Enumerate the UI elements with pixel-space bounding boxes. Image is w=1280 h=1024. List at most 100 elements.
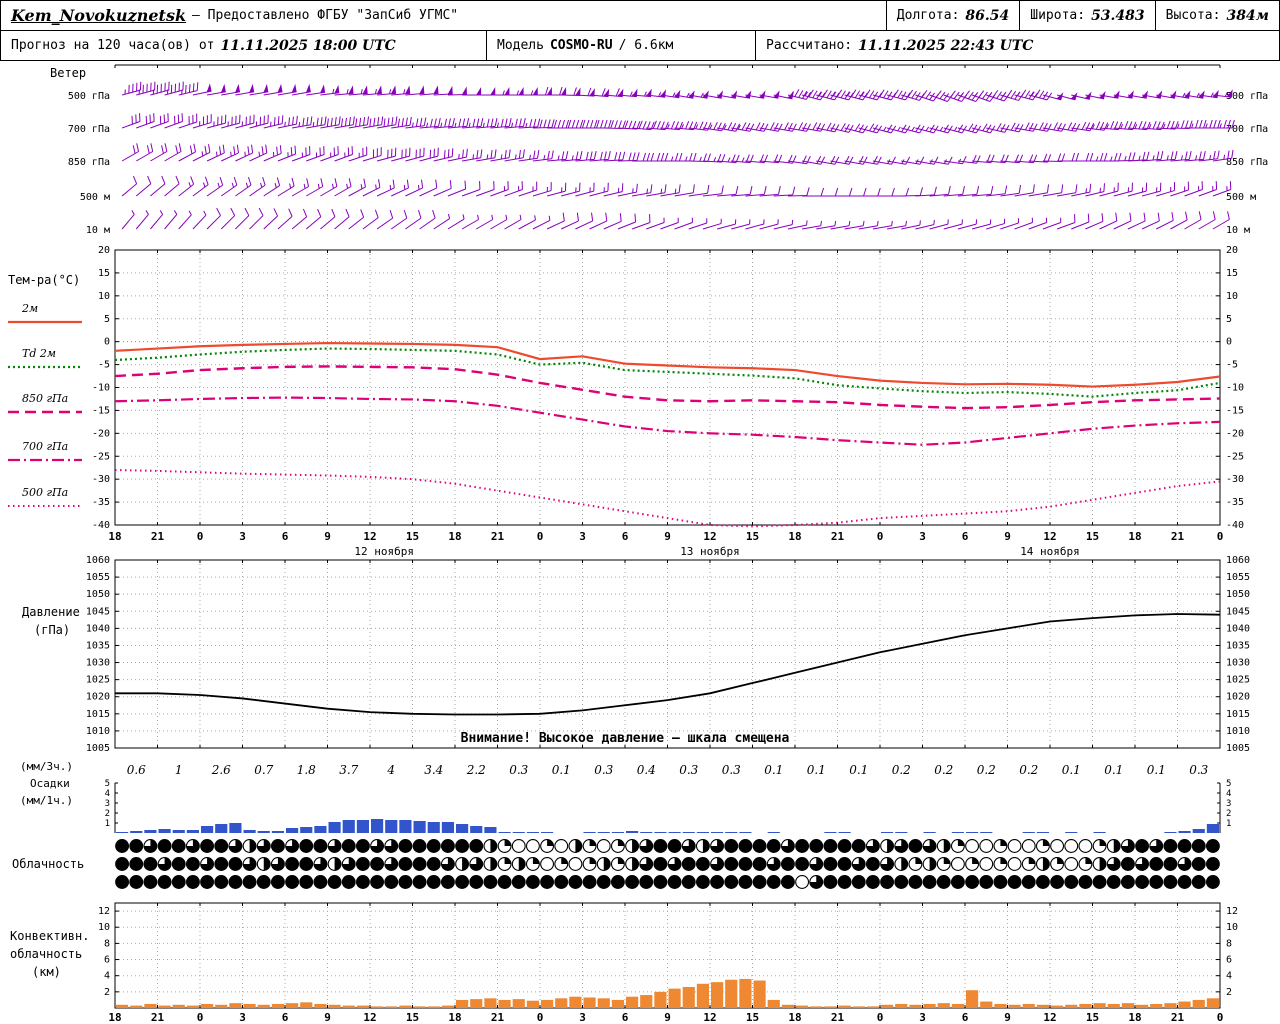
svg-text:15: 15 [1086, 530, 1099, 543]
svg-text:3: 3 [239, 530, 246, 543]
svg-text:1020: 1020 [86, 692, 110, 703]
svg-text:20: 20 [98, 245, 110, 256]
svg-text:1025: 1025 [1226, 675, 1250, 686]
svg-text:1045: 1045 [86, 606, 110, 617]
svg-text:21: 21 [831, 1011, 845, 1024]
svg-text:Ветер: Ветер [50, 66, 86, 80]
longitude-label: Долгота: [896, 8, 960, 23]
altitude-label: Высота: [1165, 8, 1221, 23]
latitude-label: Широта: [1030, 8, 1086, 23]
model-name: COSMO-RU [549, 38, 613, 53]
svg-text:9: 9 [664, 1011, 671, 1024]
svg-text:4: 4 [386, 763, 395, 777]
svg-text:3.4: 3.4 [424, 763, 443, 777]
svg-text:850 гПа: 850 гПа [68, 157, 110, 168]
svg-text:-5: -5 [98, 360, 110, 371]
svg-text:21: 21 [151, 530, 165, 543]
svg-text:2: 2 [1226, 987, 1232, 998]
svg-text:Осадки: Осадки [30, 777, 70, 790]
svg-text:4: 4 [1226, 971, 1232, 982]
cloudiness-panel: Облачность [12, 839, 1220, 889]
svg-text:3: 3 [579, 1011, 586, 1024]
svg-text:9: 9 [664, 530, 671, 543]
svg-text:Тем-ра(°C): Тем-ра(°C) [8, 273, 80, 287]
header-row-1: Kem_Novokuznetsk — Предоставлено ФГБУ "З… [1, 1, 1279, 30]
svg-text:3.7: 3.7 [339, 763, 358, 777]
svg-text:12: 12 [1043, 1011, 1056, 1024]
svg-text:0: 0 [1226, 337, 1232, 348]
svg-text:15: 15 [746, 530, 759, 543]
svg-text:-25: -25 [92, 451, 110, 462]
svg-text:10: 10 [98, 291, 110, 302]
svg-text:(гПа): (гПа) [34, 623, 70, 637]
svg-text:Конвективн.: Конвективн. [10, 929, 89, 943]
precipitation-panel: 0.6 1 2.6 0.7 1.8 3.7 4 3.4 2.2 0.3 0.1 0.3 0.4 0.3 0.… [20, 760, 1231, 833]
svg-text:1005: 1005 [86, 743, 110, 754]
svg-text:1015: 1015 [1226, 709, 1250, 720]
svg-text:500 гПа: 500 гПа [1226, 91, 1268, 102]
svg-text:0.2: 0.2 [1019, 763, 1038, 777]
svg-text:-40: -40 [1226, 520, 1244, 531]
forecast-label: Прогноз на 120 часа(ов) от [11, 38, 215, 53]
svg-text:18: 18 [448, 1011, 461, 1024]
svg-text:4: 4 [105, 789, 110, 799]
svg-text:1060: 1060 [1226, 555, 1250, 566]
svg-text:2.2: 2.2 [466, 763, 486, 777]
svg-text:18: 18 [108, 1011, 121, 1024]
svg-text:9: 9 [1004, 1011, 1011, 1024]
svg-text:1040: 1040 [1226, 623, 1250, 634]
svg-text:Давление: Давление [22, 605, 80, 619]
svg-text:0.6: 0.6 [127, 763, 146, 777]
svg-text:12 ноября: 12 ноября [354, 545, 414, 558]
svg-text:1030: 1030 [1226, 658, 1250, 669]
svg-text:700 гПа: 700 гПа [1226, 124, 1268, 135]
svg-text:0: 0 [197, 1011, 204, 1024]
svg-text:1010: 1010 [86, 726, 110, 737]
svg-text:10 м: 10 м [1226, 225, 1250, 236]
svg-text:6: 6 [962, 530, 969, 543]
svg-text:-15: -15 [1226, 405, 1244, 416]
svg-text:2: 2 [105, 809, 110, 819]
svg-text:0: 0 [197, 530, 204, 543]
calc-label: Рассчитано: [766, 38, 853, 53]
svg-text:0.1: 0.1 [1062, 763, 1081, 777]
svg-text:(мм/3ч.): (мм/3ч.) [20, 760, 73, 773]
svg-text:Внимание! Высокое давление — ш: Внимание! Высокое давление — шкала смеще… [461, 731, 790, 746]
calc-time: 11.11.2025 22:43 UTC [858, 37, 1034, 54]
svg-text:Облачность: Облачность [12, 857, 84, 871]
svg-text:1: 1 [1226, 819, 1231, 829]
convective-panel: 2 2 4 4 6 6 8 8 10 10 12 12 18 21 0 3 6 9 12 15 18 21 0 3 6 9 12 15… [10, 902, 1238, 1024]
latitude-value: 53.483 [1091, 7, 1145, 24]
provider-text: — Предоставлено ФГБУ "ЗапСиб УГМС" [192, 8, 459, 23]
svg-text:3: 3 [239, 1011, 246, 1024]
svg-text:0.1: 0.1 [807, 763, 826, 777]
meteogram-chart: Ветер 500 гПа 500 гПа 700 гПа 700 гПа 850 гПа… [8, 64, 1268, 1024]
svg-text:1005: 1005 [1226, 743, 1250, 754]
longitude-value: 86.54 [965, 7, 1010, 24]
svg-text:1: 1 [175, 763, 183, 777]
svg-text:(км): (км) [32, 965, 61, 979]
svg-text:21: 21 [831, 530, 845, 543]
svg-text:-30: -30 [92, 474, 110, 485]
svg-text:15: 15 [746, 1011, 759, 1024]
svg-text:18: 18 [448, 530, 461, 543]
svg-text:700 гПа: 700 гПа [68, 124, 110, 135]
svg-text:-40: -40 [92, 520, 110, 531]
svg-text:15: 15 [1226, 268, 1238, 279]
svg-text:1025: 1025 [86, 675, 110, 686]
svg-text:0.1: 0.1 [1104, 763, 1123, 777]
svg-text:21: 21 [491, 1011, 505, 1024]
svg-text:1.8: 1.8 [297, 763, 316, 777]
svg-text:-20: -20 [1226, 428, 1244, 439]
svg-text:0.3: 0.3 [722, 763, 741, 777]
svg-text:6: 6 [282, 530, 289, 543]
svg-text:18: 18 [788, 1011, 801, 1024]
svg-text:0.2: 0.2 [934, 763, 953, 777]
svg-text:6: 6 [1226, 955, 1232, 966]
svg-text:5: 5 [1226, 779, 1231, 789]
svg-text:3: 3 [1226, 799, 1231, 809]
svg-text:2: 2 [1226, 809, 1231, 819]
svg-text:1035: 1035 [86, 640, 110, 651]
svg-text:12: 12 [703, 1011, 716, 1024]
svg-text:5: 5 [105, 779, 110, 789]
